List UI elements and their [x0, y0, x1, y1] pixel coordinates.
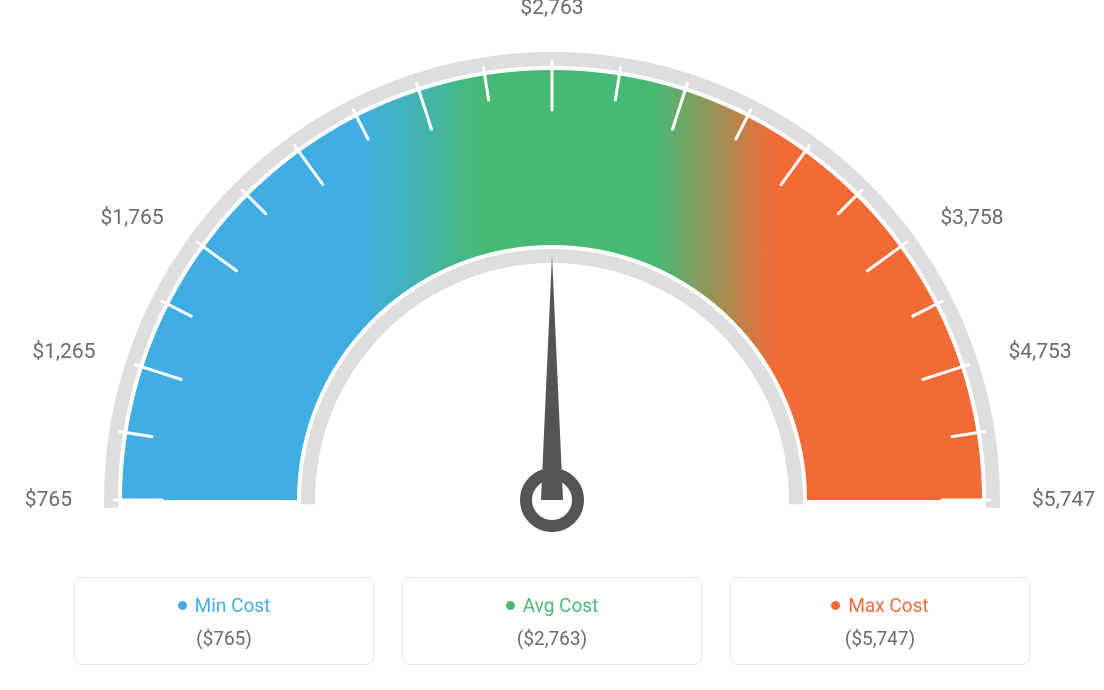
legend-row: Min Cost ($765) Avg Cost ($2,763) Max Co… [0, 577, 1104, 665]
legend-label-max: Max Cost [848, 594, 928, 617]
legend-card-min: Min Cost ($765) [74, 577, 374, 665]
gauge-tick-label: $1,265 [32, 340, 95, 364]
gauge-tick-label: $1,765 [101, 206, 164, 230]
gauge-tick-label: $3,758 [940, 206, 1003, 230]
legend-dot-min [178, 601, 187, 610]
legend-label-min: Min Cost [195, 594, 271, 617]
gauge-tick-label: $2,763 [520, 0, 583, 20]
legend-value-avg: ($2,763) [403, 627, 701, 650]
legend-value-max: ($5,747) [731, 627, 1029, 650]
legend-value-min: ($765) [75, 627, 373, 650]
legend-title-min: Min Cost [75, 594, 373, 617]
legend-dot-avg [506, 601, 515, 610]
legend-title-avg: Avg Cost [403, 594, 701, 617]
gauge-chart-container: $765 $1,265 $1,765 $2,763 $3,758 $4,753 $5,747… [0, 0, 1104, 690]
legend-title-max: Max Cost [731, 594, 1029, 617]
legend-label-avg: Avg Cost [523, 594, 599, 617]
legend-dot-max [831, 601, 840, 610]
gauge-area: $765 $1,265 $1,765 $2,763 $3,758 $4,753 $5,747 [0, 0, 1104, 560]
gauge-tick-label: $4,753 [1009, 340, 1072, 364]
gauge-tick-label: $5,747 [1032, 488, 1095, 512]
gauge-svg [0, 0, 1104, 560]
gauge-tick-label: $765 [25, 488, 72, 512]
legend-card-max: Max Cost ($5,747) [730, 577, 1030, 665]
legend-card-avg: Avg Cost ($2,763) [402, 577, 702, 665]
